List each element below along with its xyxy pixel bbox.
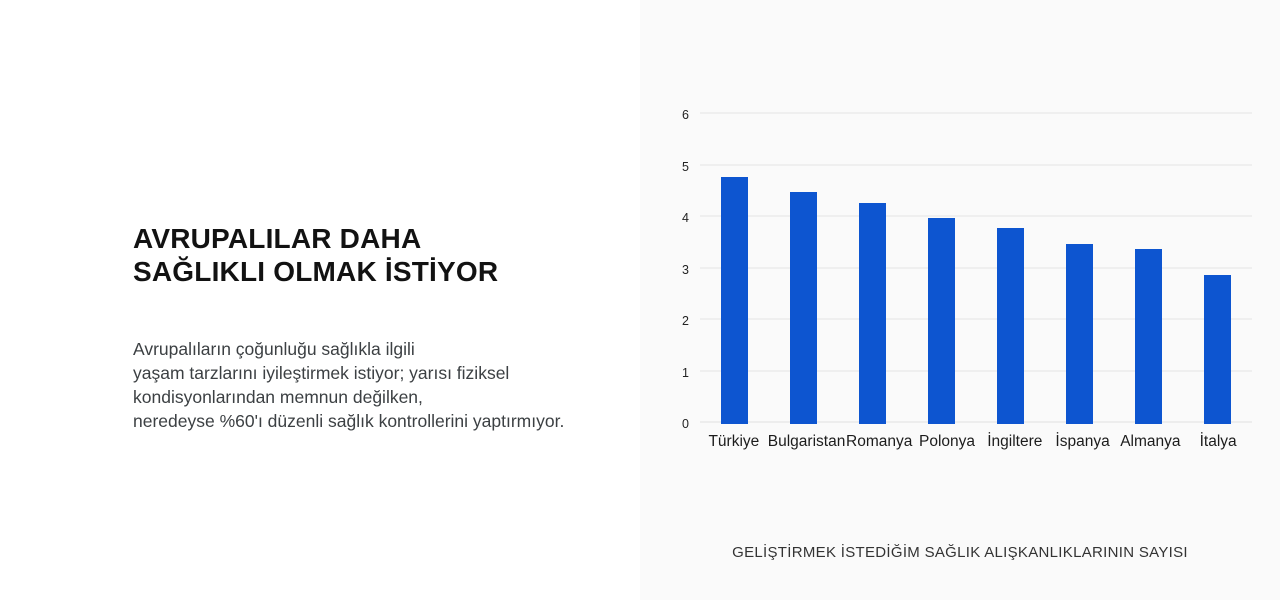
- page-title-line2: SAĞLIKLI OLMAK İSTİYOR: [133, 256, 499, 287]
- bar-slot: [769, 115, 838, 424]
- gridline-y-0: [700, 421, 1252, 423]
- body-text: Avrupalıların çoğunluğu sağlıkla ilgili y…: [133, 337, 564, 433]
- y-axis-tick-3: 3: [682, 262, 689, 277]
- x-axis-label-İngiltere: İngiltere: [987, 433, 1043, 450]
- body-text-line: neredeyse %60'ı düzenli sağlık kontrolle…: [133, 411, 565, 431]
- chart-panel: 0 1 2 3 4 5 6 Türkiye Bulgaristan Romanya Polonya…: [640, 0, 1280, 600]
- gridline-y-2: [700, 318, 1252, 320]
- bar-Polonya: [928, 218, 955, 424]
- page-title-line1: AVRUPALILAR DAHA: [133, 223, 422, 254]
- y-axis-tick-6: 6: [682, 108, 689, 122]
- bars-row: [700, 115, 1252, 424]
- body-text-line: kondisyonlarından memnun değilken,: [133, 387, 423, 407]
- gridline-y-5: [700, 163, 1252, 166]
- gridline-y-4: [700, 215, 1252, 217]
- x-axis-label-Polonya: Polonya: [918, 433, 975, 450]
- body-text-line: yaşam tarzlarını iyileştirmek istiyor; y…: [133, 363, 510, 383]
- x-axis-labels: Türkiye Bulgaristan Romanya Polonya İngilter…: [700, 433, 1252, 451]
- bar-slot: [976, 115, 1045, 424]
- bar-chart: 0 1 2 3 4 5 6: [682, 108, 1252, 431]
- page-title: AVRUPALILAR DAHA SAĞLIKLI OLMAK İSTİYOR: [133, 222, 498, 288]
- bar-slot: [1114, 115, 1183, 424]
- bar-Almanya: [1135, 249, 1162, 424]
- bar-İspanya: [1066, 244, 1093, 424]
- bar-slot: [907, 115, 976, 424]
- text-panel: AVRUPALILAR DAHA SAĞLIKLI OLMAK İSTİYOR A…: [133, 222, 565, 433]
- bar-İtalya: [1204, 275, 1231, 424]
- chart-caption: GELİŞTİRMEK İSTEDİĞİM SAĞLIK ALIŞKANLIKL…: [732, 544, 1188, 561]
- y-axis-tick-5: 5: [682, 159, 689, 174]
- y-axis-tick-0: 0: [682, 417, 689, 431]
- gridline-y-3: [700, 266, 1252, 269]
- bar-Bulgaristan: [790, 192, 817, 424]
- bar-İngiltere: [997, 228, 1024, 424]
- y-axis-tick-2: 2: [682, 314, 689, 328]
- y-axis-tick-1: 1: [682, 365, 689, 380]
- bar-slot: [1183, 115, 1252, 424]
- bar-slot: [838, 115, 907, 424]
- bar-slot: [1045, 115, 1114, 424]
- x-axis-label-Almanya: Almanya: [1120, 433, 1181, 450]
- y-axis-tick-4: 4: [682, 211, 689, 225]
- bar-Romanya: [859, 203, 886, 424]
- x-axis-label-Romanya: Romanya: [846, 433, 913, 450]
- bar-slot: [700, 115, 769, 424]
- gridline-y-1: [700, 369, 1252, 372]
- x-axis-label-Türkiye: Türkiye: [708, 433, 760, 450]
- gridline-y-6: [700, 112, 1252, 114]
- x-axis-label-Bulgaristan: Bulgaristan: [767, 433, 846, 450]
- body-text-line: Avrupalıların çoğunluğu sağlıkla ilgili: [133, 339, 415, 359]
- x-axis-label-İspanya: İspanya: [1055, 433, 1110, 450]
- x-axis-label-İtalya: İtalya: [1199, 433, 1237, 450]
- bar-Türkiye: [721, 177, 748, 424]
